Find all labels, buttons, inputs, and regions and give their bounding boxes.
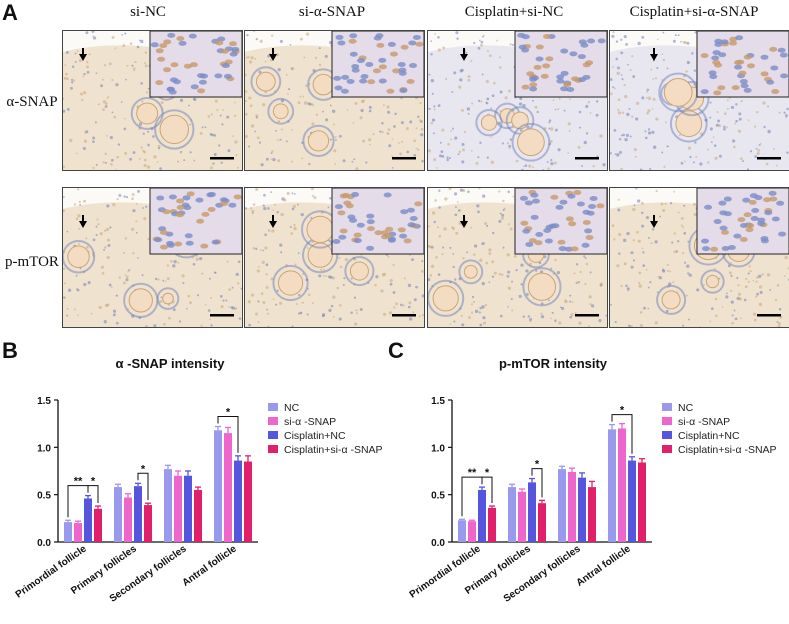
panel-b-letter: B <box>2 338 18 363</box>
y-tick-label: 1.5 <box>431 396 445 407</box>
significance-label: ** <box>74 476 83 488</box>
bar-antral-series-1 <box>224 433 232 542</box>
y-tick-label: 0.5 <box>431 491 445 502</box>
bar-secondary-series-0 <box>558 469 566 542</box>
bar-secondary-series-1 <box>174 475 182 542</box>
bar-antral-series-0 <box>608 429 616 542</box>
y-tick-label: 0.5 <box>37 491 51 502</box>
y-tick-label: 0.0 <box>37 538 51 549</box>
bar-primary-series-0 <box>508 487 516 542</box>
micrograph-image <box>427 30 608 171</box>
panel-c-letter: C <box>388 338 404 363</box>
bar-primary-series-3 <box>144 505 152 542</box>
column-header-si-nc: si-NC <box>130 4 166 20</box>
bar-primary-series-1 <box>518 491 526 542</box>
significance-bracket <box>87 485 99 504</box>
legend-label: Cisplatin+si-α -SNAP <box>284 444 383 456</box>
bar-secondary-series-2 <box>578 477 586 542</box>
micrograph-image <box>62 30 243 171</box>
bar-antral-series-1 <box>618 428 626 542</box>
bar-primordial-series-3 <box>94 508 102 542</box>
column-header-cisplatin-si-nc: Cisplatin+si-NC <box>464 4 564 20</box>
significance-label: * <box>226 407 231 419</box>
y-tick-label: 0.0 <box>431 538 445 549</box>
y-tick-label: 1.0 <box>37 443 51 454</box>
x-tick-label-antral: Antral follicle <box>575 543 634 589</box>
bar-primordial-series-3 <box>488 507 496 542</box>
significance-label: * <box>91 476 96 488</box>
legend-label: Cisplatin+si-α -SNAP <box>678 444 777 456</box>
significance-bracket <box>611 414 633 454</box>
legend-label: NC <box>678 402 694 414</box>
legend-swatch <box>268 431 278 439</box>
bar-antral-series-3 <box>638 462 646 542</box>
legend-label: si-α -SNAP <box>284 416 336 428</box>
legend-swatch <box>268 445 278 453</box>
micrograph-image <box>427 187 608 328</box>
row-header-p-mtor: p-mTOR <box>5 254 59 270</box>
x-tick-label-antral: Antral follicle <box>181 543 240 589</box>
bar-primordial-series-1 <box>468 521 476 542</box>
column-header-cisplatin-si-snap: Cisplatin+si-α-SNAP <box>629 4 759 20</box>
bar-antral-series-3 <box>244 461 252 542</box>
significance-label: * <box>485 467 490 479</box>
row-header-snap: α-SNAP <box>6 94 58 110</box>
bar-primary-series-2 <box>134 486 142 542</box>
bar-primary-series-0 <box>114 487 122 542</box>
significance-bracket <box>217 416 239 453</box>
micrograph-image <box>244 30 425 171</box>
bar-primordial-series-2 <box>478 489 486 542</box>
y-tick-label: 1.0 <box>431 443 445 454</box>
column-header-si-snap: si-α-SNAP <box>298 4 366 20</box>
significance-label: * <box>535 459 540 471</box>
bar-primordial-series-2 <box>84 498 92 542</box>
significance-label: * <box>620 405 625 417</box>
significance-bracket <box>531 468 543 498</box>
bar-primary-series-1 <box>124 497 132 542</box>
bar-primary-series-2 <box>528 482 536 542</box>
bar-antral-series-2 <box>628 460 636 542</box>
bar-primordial-series-0 <box>458 520 466 542</box>
bar-antral-series-0 <box>214 430 222 542</box>
micrograph-image <box>609 187 789 328</box>
legend-label: NC <box>284 402 300 414</box>
micrograph-image <box>609 30 789 171</box>
micrograph-image <box>62 187 243 328</box>
legend-swatch <box>268 417 278 425</box>
bar-primordial-series-1 <box>74 523 82 542</box>
legend-label: Cisplatin+NC <box>284 430 346 442</box>
significance-bracket <box>481 476 493 504</box>
panel-a-letter: A <box>2 0 18 25</box>
significance-label: ** <box>468 467 477 479</box>
legend-swatch <box>268 403 278 411</box>
legend-swatch <box>662 403 672 411</box>
chart-title-mtor: p-mTOR intensity <box>498 356 608 371</box>
significance-label: * <box>141 463 146 475</box>
significance-bracket <box>137 472 149 501</box>
bar-secondary-series-3 <box>194 489 202 542</box>
legend-swatch <box>662 431 672 439</box>
y-tick-label: 1.5 <box>37 396 51 407</box>
bar-secondary-series-2 <box>184 475 192 542</box>
bar-antral-series-2 <box>234 460 242 542</box>
legend-swatch <box>662 445 672 453</box>
chart-title-snap: α -SNAP intensity <box>115 356 225 371</box>
legend-label: si-α -SNAP <box>678 416 730 428</box>
bar-primordial-series-0 <box>64 522 72 542</box>
legend-label: Cisplatin+NC <box>678 430 740 442</box>
bar-secondary-series-3 <box>588 487 596 542</box>
micrograph-image <box>244 187 425 328</box>
legend-swatch <box>662 417 672 425</box>
bar-secondary-series-1 <box>568 471 576 542</box>
bar-secondary-series-0 <box>164 469 172 542</box>
bar-primary-series-3 <box>538 503 546 542</box>
